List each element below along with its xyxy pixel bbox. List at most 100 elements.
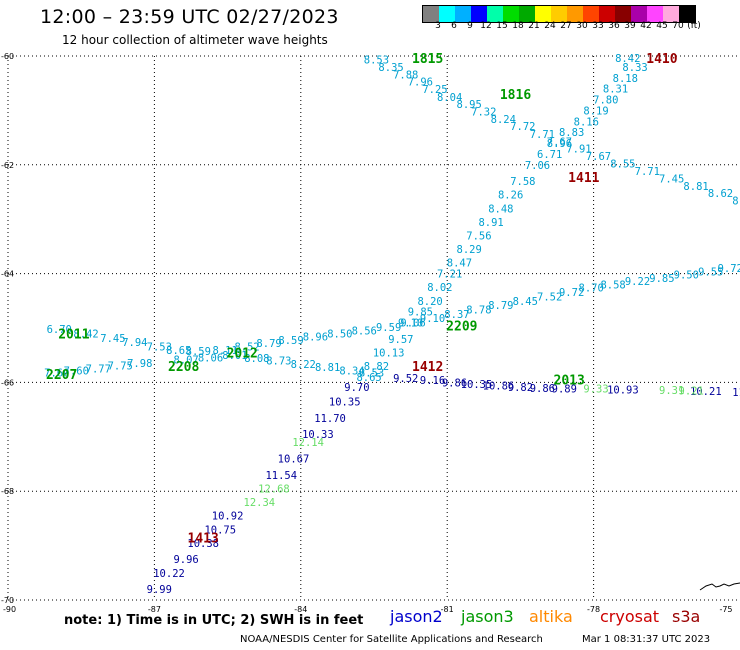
scale-swatch	[551, 6, 567, 22]
legend-entry-s3a: s3a	[672, 607, 701, 626]
swh-value-label: 7.58	[510, 176, 535, 188]
swh-value-label: 8.42	[73, 328, 98, 340]
footer-timestamp: Mar 1 08:31:37 UTC 2023	[582, 634, 711, 645]
legend-entry-cryosat: cryosat	[600, 607, 660, 626]
map-frame	[7, 55, 740, 601]
lon-tick-label: -78	[587, 605, 600, 614]
scale-swatch	[455, 6, 471, 22]
swh-value-label: 8.83	[559, 127, 584, 139]
swh-value-label: 7.56	[466, 231, 491, 243]
swh-color-scale	[422, 5, 696, 23]
pass-time-label: 2012	[227, 346, 258, 361]
lat-tick-label: -64	[1, 270, 14, 279]
swh-value-label: 11.70	[314, 413, 346, 425]
scale-label: 24	[544, 21, 556, 31]
scale-label: 15	[496, 21, 508, 31]
swh-value-label: 8.06	[198, 352, 223, 364]
lon-tick-label: -90	[3, 605, 16, 614]
swh-value-label: 9.99	[147, 584, 172, 596]
scale-label: 70	[672, 21, 684, 31]
coastline	[699, 582, 740, 591]
swh-value-label: 9.31	[659, 385, 684, 397]
swh-value-label: 9.16	[420, 375, 445, 387]
swh-value-label: 7.53	[147, 341, 172, 353]
cyan-track-a: 8.538.357.887.967.258.048.957.328.247.72…	[364, 54, 740, 208]
swh-value-label: 7.94	[122, 337, 147, 349]
scale-swatch	[471, 6, 487, 22]
legend-entry-jason2: jason2	[390, 607, 443, 626]
swh-value-label: 8.96	[303, 332, 328, 344]
swh-value-label: 8.19	[583, 105, 608, 117]
swh-value-label: 8.50	[327, 328, 352, 340]
swh-value-label: 8.99	[732, 196, 740, 208]
swh-value-label: 7.77	[86, 363, 111, 375]
swh-value-label: 8.56	[352, 326, 377, 338]
swh-value-label: 10.93	[607, 384, 639, 396]
swh-value-label: 8.53	[359, 368, 384, 380]
swh-value-label: 10.92	[212, 511, 244, 523]
swh-value-label: 8.01	[222, 350, 247, 362]
scale-label: 42	[640, 21, 652, 31]
swh-value-label: 8.18	[613, 73, 638, 85]
swh-value-label: 9.70	[344, 382, 369, 394]
swh-value-label: 7.80	[593, 95, 618, 107]
swh-value-label: 7.71	[635, 166, 660, 178]
pass-time-label: 2013	[554, 374, 585, 389]
pass-time-label: 1816	[500, 88, 531, 103]
swh-value-label: 7.60	[44, 368, 69, 380]
swh-value-label: 9.21	[679, 386, 704, 398]
swh-value-label: 8.91	[478, 217, 503, 229]
swh-value-label: 7.91	[566, 143, 591, 155]
swh-value-label: 8.42	[615, 53, 640, 65]
swh-value-label: 9.10	[398, 318, 423, 330]
pass-time-label: 2208	[168, 360, 199, 375]
legend-entry-jason3: jason3	[461, 607, 514, 626]
pass-time-label: 1411	[568, 171, 599, 186]
scale-swatch	[647, 6, 663, 22]
map-subtitle: 12 hour collection of altimeter wave hei…	[62, 33, 328, 47]
swh-value-label: 9.59	[376, 322, 401, 334]
swh-value-label: 10.75	[204, 524, 236, 536]
swh-value-label: 8.04	[437, 92, 462, 104]
swh-value-label: 8.73	[266, 356, 291, 368]
map-title: 12:00 – 23:59 UTC 02/27/2023	[40, 6, 339, 28]
pass-time-labels: 1815 1816 1410 1411 2011 2207 2208 2012 2209 1412…	[46, 52, 678, 546]
legend-entry-altika: altika	[529, 607, 573, 626]
swh-value-label: 10.22	[153, 568, 185, 580]
lon-tick-label: -75	[719, 605, 732, 614]
scale-swatch	[487, 6, 503, 22]
scale-swatch	[503, 6, 519, 22]
axis-labels: -60 -62 -64 -66 -68 -70-90 -87 -84 -81 -78 -75	[1, 52, 733, 614]
swh-value-label: 9.96	[173, 554, 198, 566]
swh-value-label: 8.79	[256, 338, 281, 350]
pass-time-label: 2209	[446, 319, 477, 334]
footnote: note: 1) Time is in UTC; 2) SWH is in fe…	[64, 613, 364, 628]
swh-value-label: 12.68	[258, 483, 290, 495]
swh-value-label: 8.20	[417, 296, 442, 308]
swh-value-label: 8.47	[447, 258, 472, 270]
swh-value-label: 8.48	[488, 203, 513, 215]
lat-tick-label: -62	[1, 161, 14, 170]
swh-value-label: 8.29	[457, 244, 482, 256]
lat-tick-label: -68	[1, 487, 14, 496]
scale-swatch	[631, 6, 647, 22]
swh-value-label: 8.59	[186, 346, 211, 358]
swh-value-label: 9.85	[408, 307, 433, 319]
swh-value-label: 12.14	[292, 437, 324, 449]
swh-value-label: 8.65	[356, 372, 381, 384]
swh-value-label: 8.11	[213, 345, 238, 357]
swh-value-label: 7.72	[510, 121, 535, 133]
swh-value-label: 8.58	[600, 279, 625, 291]
lat-tick-label: -60	[1, 52, 14, 61]
swh-value-label: 9.89	[552, 383, 577, 395]
scale-swatch	[615, 6, 631, 22]
scale-label: 6	[451, 21, 457, 31]
swh-value-label: 8.45	[513, 296, 538, 308]
scale-label: 9	[467, 21, 473, 31]
swh-value-label: 9.82	[508, 382, 533, 394]
swh-value-label: 8.55	[610, 159, 635, 171]
satellite-tracks: 8.538.357.887.967.258.048.957.328.247.72…	[44, 53, 740, 596]
